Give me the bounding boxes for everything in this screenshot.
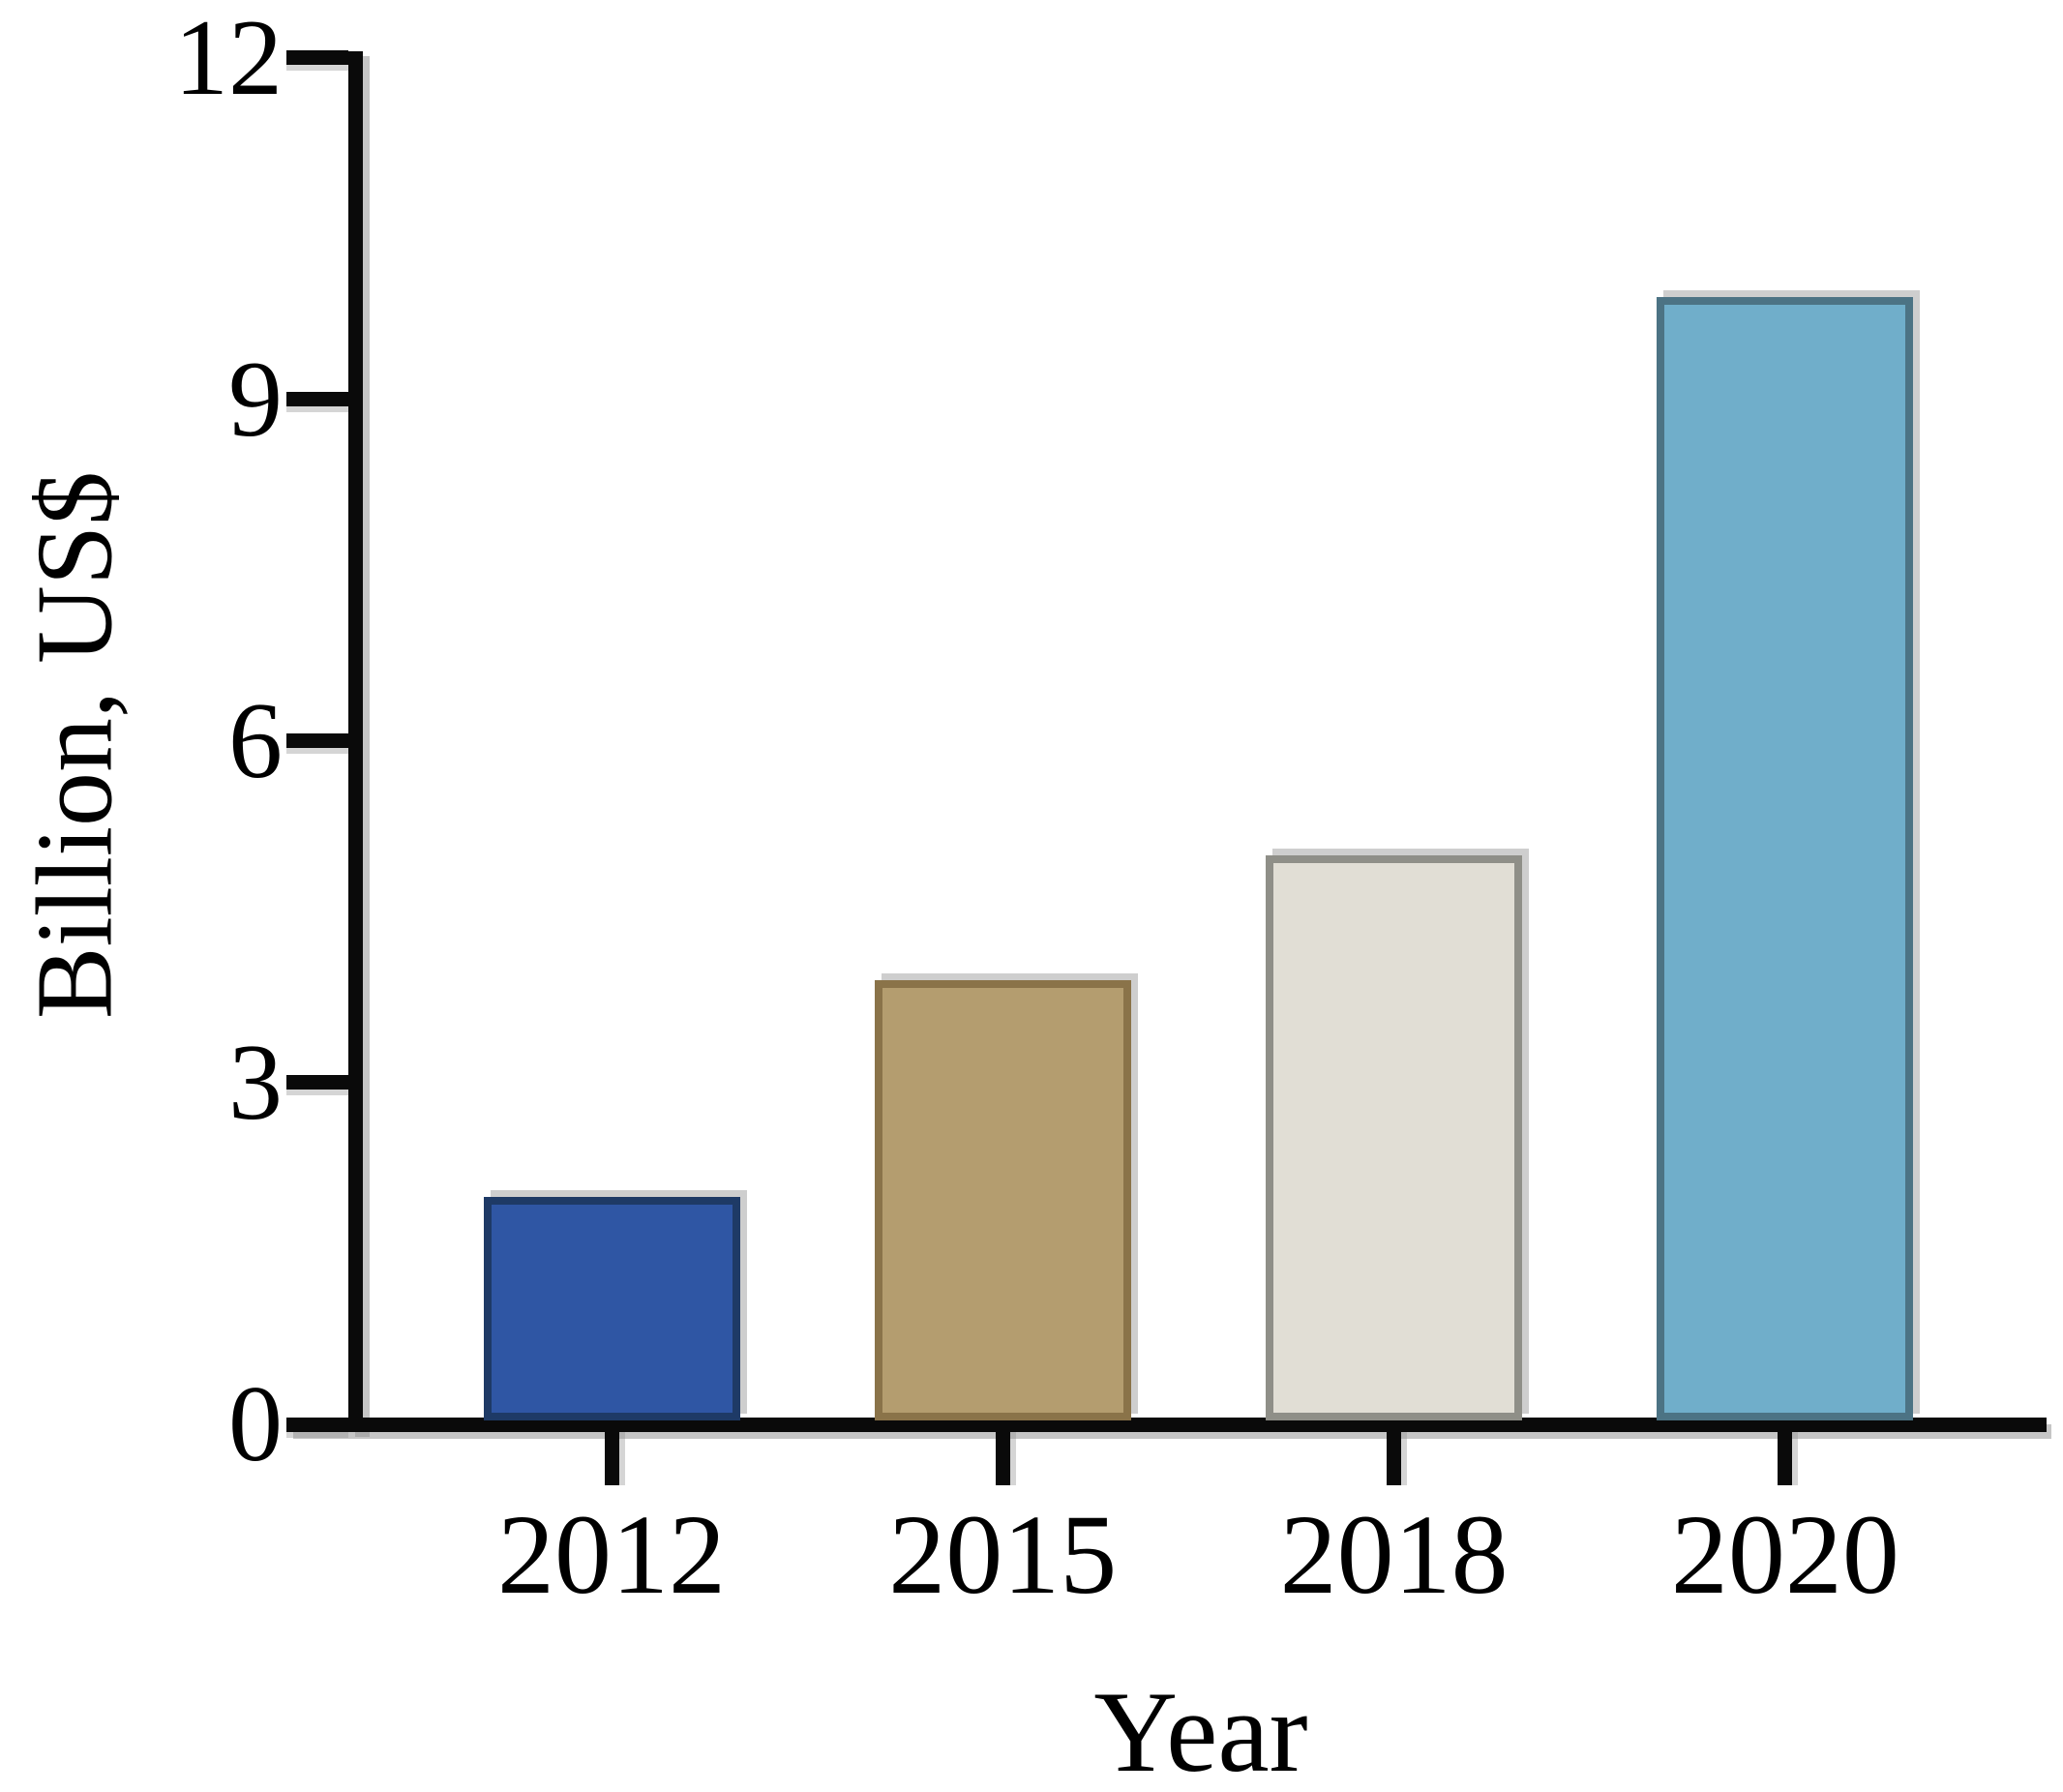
x-tick <box>604 1432 619 1485</box>
y-tick <box>286 50 348 66</box>
y-tick <box>286 392 348 407</box>
x-tick-label: 2020 <box>1670 1491 1899 1618</box>
bar-2020 <box>1657 297 1914 1420</box>
bar-2012 <box>483 1196 740 1420</box>
y-tick <box>286 733 348 749</box>
x-axis-title: Year <box>1093 1667 1308 1792</box>
x-tick-label: 2018 <box>1279 1491 1509 1618</box>
y-tick-label: 3 <box>228 1022 283 1143</box>
y-tick <box>286 1417 348 1432</box>
y-tick <box>286 1075 348 1090</box>
y-tick-label: 0 <box>228 1364 283 1484</box>
x-axis-line <box>288 1418 2047 1432</box>
y-tick-label: 12 <box>174 0 283 118</box>
y-axis-line <box>348 51 363 1432</box>
x-tick-label: 2012 <box>497 1491 726 1618</box>
x-tick <box>1387 1432 1402 1485</box>
y-tick-label: 6 <box>228 680 283 801</box>
bar-2015 <box>874 980 1131 1420</box>
x-tick <box>995 1432 1010 1485</box>
x-tick-label: 2015 <box>888 1491 1118 1618</box>
y-tick-label: 9 <box>228 339 283 460</box>
x-tick <box>1778 1432 1793 1485</box>
bar-2018 <box>1266 854 1523 1420</box>
